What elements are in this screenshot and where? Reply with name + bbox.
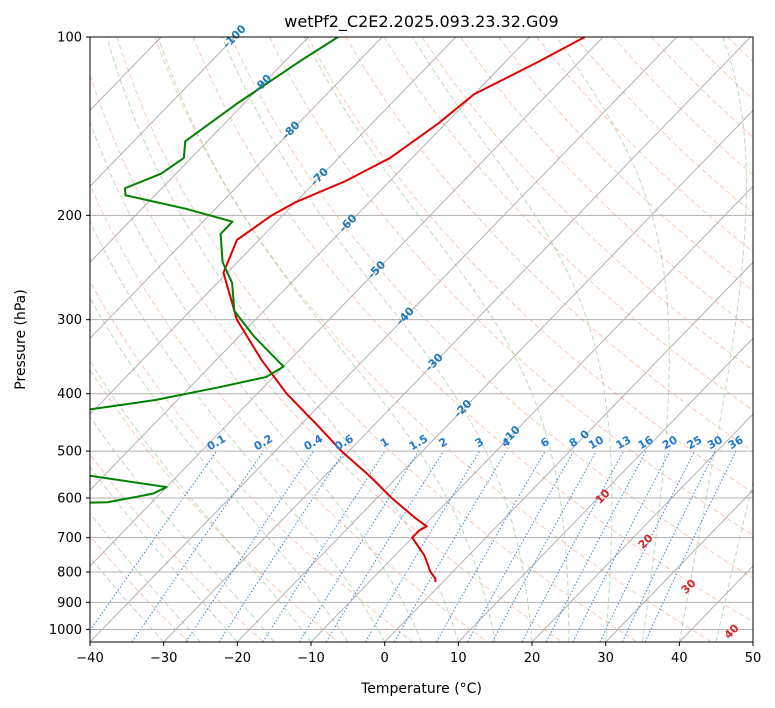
isotherm-line bbox=[90, 37, 604, 567]
mixing-ratio-line bbox=[325, 450, 444, 642]
isotherm-line bbox=[531, 413, 753, 642]
isotherm-line bbox=[310, 185, 753, 642]
moist-adiabat-line bbox=[90, 220, 386, 642]
x-axis-ticks: −40 −30 −20 −10 0 10 20 30 40 50 bbox=[76, 642, 761, 666]
dry-adiabat-line bbox=[421, 37, 753, 371]
y-tick-label: 700 bbox=[57, 531, 82, 546]
y-axis-ticks: 100 200 300 400 500 600 700 800 900 1000 bbox=[49, 31, 90, 638]
dry-adiabat-line bbox=[90, 453, 264, 642]
dry-adiabat-line bbox=[90, 535, 190, 642]
x-tick-label: 20 bbox=[524, 651, 541, 666]
dewpoint-profile-line bbox=[90, 37, 339, 504]
mixing-ratio-line bbox=[599, 450, 696, 642]
isotherm-line bbox=[163, 37, 751, 642]
moist-adiabat-line bbox=[90, 556, 165, 642]
x-tick-label: 10 bbox=[450, 651, 467, 666]
background-lines bbox=[90, 37, 753, 642]
isotherm-line bbox=[90, 37, 457, 415]
isotherm-line bbox=[236, 109, 753, 642]
mixing-ratio-line bbox=[364, 450, 481, 642]
mixing-ratio-line bbox=[185, 450, 314, 642]
dry-adiabat-line bbox=[192, 37, 753, 623]
isotherm-line bbox=[90, 37, 309, 263]
isotherm-line bbox=[90, 37, 678, 642]
x-tick-label: −10 bbox=[297, 651, 324, 666]
y-tick-label: 400 bbox=[57, 387, 82, 402]
y-tick-label: 300 bbox=[57, 313, 82, 328]
x-tick-label: 0 bbox=[381, 651, 389, 666]
y-axis-label: Pressure (hPa) bbox=[13, 289, 29, 389]
dry-adiabat-line bbox=[498, 37, 753, 292]
chart-title: wetPf2_C2E2.2025.093.23.32.G09 bbox=[284, 12, 558, 32]
mixing-ratio-line bbox=[521, 450, 625, 642]
moist-adiabat-line bbox=[678, 37, 747, 642]
isotherm-line bbox=[90, 37, 383, 339]
mixing-ratio-line bbox=[218, 450, 345, 642]
mixing-ratio-line bbox=[572, 450, 671, 642]
moist-adiabat-line bbox=[90, 465, 238, 642]
mixing-ratio-line bbox=[545, 450, 647, 642]
y-tick-label: 600 bbox=[57, 492, 82, 507]
isotherm-line bbox=[90, 37, 236, 188]
x-tick-label: −30 bbox=[150, 651, 177, 666]
mixing-ratio-line bbox=[491, 450, 597, 642]
isotherm-line bbox=[90, 37, 530, 491]
y-tick-label: 900 bbox=[57, 596, 82, 611]
isotherm-line bbox=[457, 337, 753, 642]
moist-adiabat-line bbox=[90, 120, 422, 642]
x-axis-label: Temperature (°C) bbox=[360, 681, 482, 697]
y-tick-label: 100 bbox=[57, 31, 82, 46]
x-tick-label: 50 bbox=[745, 651, 762, 666]
mixing-ratio-line bbox=[90, 450, 218, 632]
dry-adiabat-line bbox=[307, 37, 753, 494]
mixing-ratio-line bbox=[644, 450, 737, 642]
mixing-ratio-line bbox=[467, 450, 575, 642]
plot-frame bbox=[89, 36, 754, 643]
dry-adiabat-line bbox=[383, 37, 753, 412]
dry-adiabat-line bbox=[460, 37, 753, 331]
moist-adiabat-line bbox=[106, 37, 459, 642]
mixing-ratio-line bbox=[262, 450, 386, 642]
moist-adiabat-line bbox=[303, 37, 570, 642]
moist-adiabat-line bbox=[157, 37, 496, 642]
mixing-ratio-line bbox=[298, 450, 420, 642]
y-tick-label: 200 bbox=[57, 209, 82, 224]
mixing-ratio-line bbox=[621, 450, 716, 642]
moist-adiabat-line bbox=[555, 37, 670, 642]
y-tick-label: 1000 bbox=[49, 623, 82, 638]
profile-curves bbox=[90, 37, 586, 583]
moist-adiabat-line bbox=[90, 415, 275, 642]
x-tick-label: −40 bbox=[76, 651, 103, 666]
y-tick-label: 800 bbox=[57, 566, 82, 581]
moist-adiabat-line bbox=[715, 480, 753, 642]
isotherm-line bbox=[605, 489, 753, 642]
temperature-profile-line bbox=[222, 37, 586, 583]
dry-adiabat-line bbox=[345, 37, 753, 452]
moist-adiabat-line bbox=[221, 37, 533, 642]
moist-adiabat-line bbox=[411, 37, 613, 642]
isotherm-line bbox=[384, 261, 753, 642]
y-tick-label: 500 bbox=[57, 445, 82, 460]
moist-adiabat-line bbox=[90, 296, 349, 642]
moist-adiabat-line bbox=[90, 360, 312, 642]
dry-adiabat-line bbox=[230, 37, 753, 579]
x-tick-label: 30 bbox=[597, 651, 614, 666]
x-tick-label: −20 bbox=[224, 651, 251, 666]
dry-adiabat-line bbox=[90, 184, 488, 642]
dry-adiabat-line bbox=[116, 37, 638, 642]
moist-adiabat-line bbox=[90, 512, 201, 642]
mixing-ratio-line bbox=[131, 450, 264, 642]
x-tick-label: 40 bbox=[671, 651, 688, 666]
